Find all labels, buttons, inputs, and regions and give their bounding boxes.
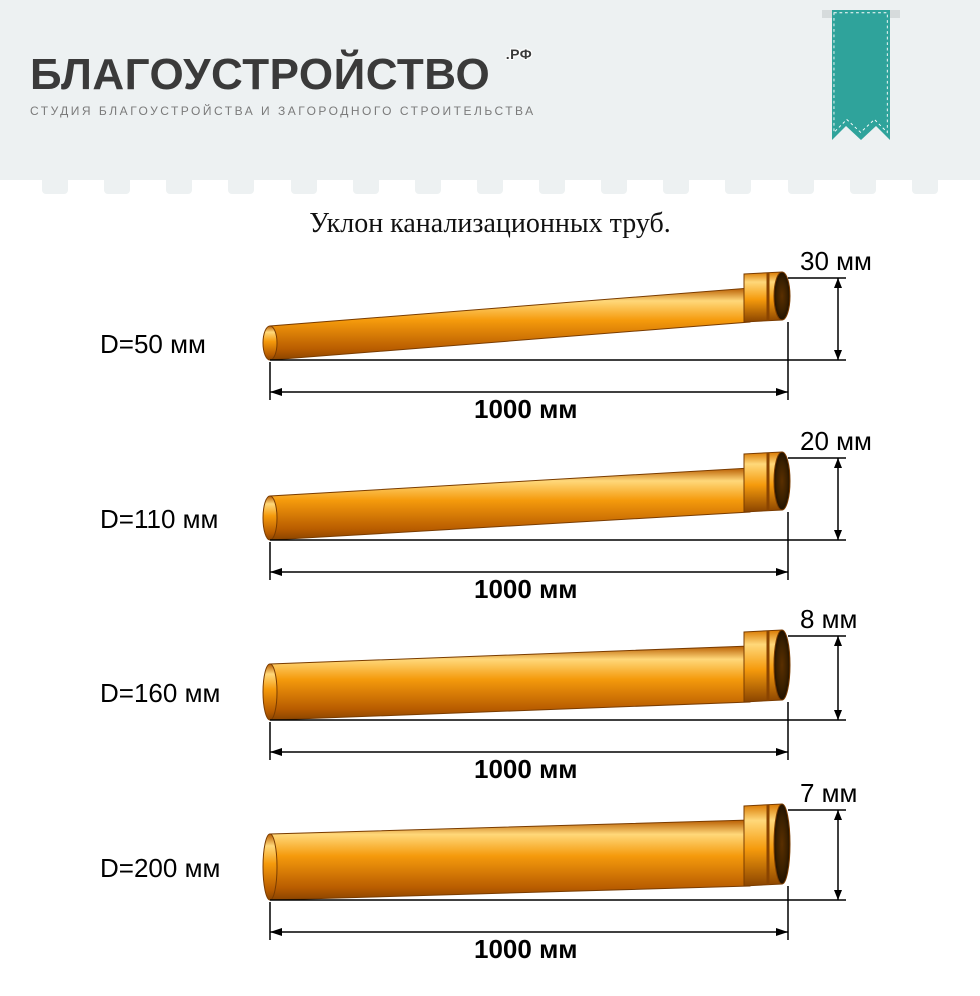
header-notch [477,180,503,194]
diameter-label: D=200 мм [100,853,220,884]
logo-main-text: БЛАГОУСТРОЙСТВО [30,50,490,99]
header-notch [788,180,814,194]
header-notch [539,180,565,194]
header-notches [0,180,980,200]
header-notch [353,180,379,194]
diameter-label: D=160 мм [100,678,220,709]
drop-label: 8 мм [800,604,857,635]
pipe-row: D=160 мм8 мм1000 мм [40,610,940,790]
page-header: БЛАГОУСТРОЙСТВО .РФ СТУДИЯ БЛАГОУСТРОЙСТ… [0,0,980,180]
header-notch [601,180,627,194]
drop-label: 30 мм [800,246,872,277]
pipe-row: D=50 мм30 мм1000 мм [40,250,940,430]
header-notch [291,180,317,194]
drop-label: 7 мм [800,778,857,809]
diameter-label: D=50 мм [100,329,206,360]
pipe-row: D=200 мм7 мм1000 мм [40,790,940,970]
length-label: 1000 мм [474,394,578,425]
header-notch [104,180,130,194]
pipe-diagram: D=50 мм30 мм1000 мм D=110 мм20 [0,250,980,970]
ribbon-icon [822,10,900,160]
logo-title: БЛАГОУСТРОЙСТВО .РФ [30,50,490,100]
logo-tld: .РФ [506,46,533,62]
header-notch [415,180,441,194]
drop-label: 20 мм [800,426,872,457]
header-notch [850,180,876,194]
pipe-row: D=110 мм20 мм1000 мм [40,430,940,610]
header-notch [166,180,192,194]
header-notch [725,180,751,194]
length-label: 1000 мм [474,754,578,785]
diagram-title: Уклон канализационных труб. [0,208,980,240]
header-notch [663,180,689,194]
header-notch [42,180,68,194]
logo-subtitle: СТУДИЯ БЛАГОУСТРОЙСТВА И ЗАГОРОДНОГО СТР… [30,104,950,118]
length-label: 1000 мм [474,574,578,605]
content-area: Уклон канализационных труб. [0,180,980,970]
header-notch [912,180,938,194]
diameter-label: D=110 мм [100,504,218,535]
header-notch [228,180,254,194]
length-label: 1000 мм [474,934,578,965]
